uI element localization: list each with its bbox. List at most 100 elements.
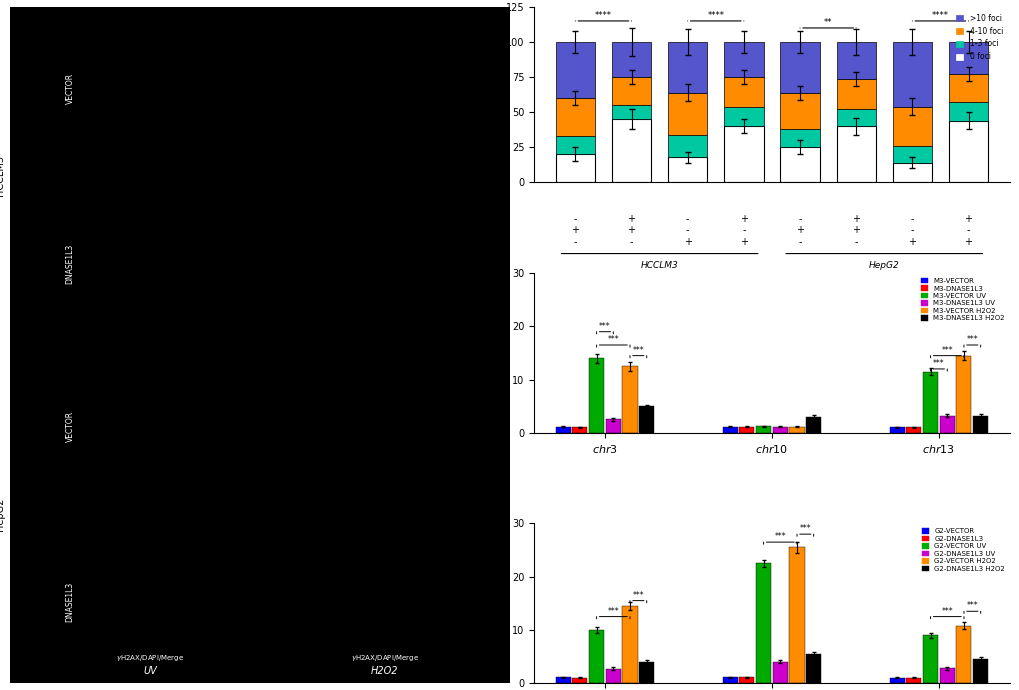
Legend: >10 foci, 4-10 foci, 1-3 foci, 0 foci: >10 foci, 4-10 foci, 1-3 foci, 0 foci (952, 11, 1005, 64)
Bar (906, 428, 920, 433)
Text: ***: *** (773, 532, 786, 541)
Text: ***: *** (607, 607, 619, 615)
Bar (780, 42, 819, 92)
Bar (589, 630, 603, 683)
Text: DNASE1L3: DNASE1L3 (65, 244, 74, 284)
Text: ****: **** (706, 11, 723, 20)
Bar (622, 606, 637, 683)
Text: VECTOR: VECTOR (65, 72, 74, 104)
Bar (836, 110, 875, 126)
Bar (722, 427, 737, 433)
Text: +: + (851, 214, 859, 224)
Bar (922, 372, 937, 433)
Bar (555, 42, 594, 98)
Text: D: D (463, 502, 477, 520)
Bar (723, 42, 763, 77)
Text: **: ** (823, 18, 832, 28)
Bar (555, 427, 571, 433)
Text: -: - (966, 226, 969, 235)
Bar (555, 678, 571, 683)
Legend: M3-VECTOR, M3-DNASE1L3, M3-VECTOR UV, M3-DNASE1L3 UV, M3-VECTOR H2O2, M3-DNASE1L: M3-VECTOR, M3-DNASE1L3, M3-VECTOR UV, M3… (919, 277, 1006, 323)
Bar (948, 102, 987, 121)
Text: $\it{\gamma}$H2AX/DAPI/Merge: $\it{\gamma}$H2AX/DAPI/Merge (351, 653, 419, 663)
Bar (780, 148, 819, 182)
Bar (555, 155, 594, 182)
Bar (622, 366, 637, 433)
Bar (611, 105, 650, 119)
Bar (805, 654, 820, 683)
Text: B: B (463, 0, 476, 3)
Bar (772, 662, 787, 683)
Bar (780, 92, 819, 129)
Bar (948, 75, 987, 102)
Text: -: - (910, 226, 913, 235)
Bar (922, 635, 937, 683)
Text: HCCLM3: HCCLM3 (0, 155, 5, 197)
Bar (555, 136, 594, 155)
Bar (723, 126, 763, 182)
Bar (605, 420, 621, 433)
Bar (572, 428, 587, 433)
Text: +: + (739, 214, 747, 224)
Bar (789, 547, 804, 683)
Bar (889, 428, 904, 433)
Text: HepG2: HepG2 (868, 261, 899, 270)
Bar (972, 659, 987, 683)
Bar (906, 678, 920, 683)
Text: HCCLM3: HCCLM3 (640, 261, 678, 270)
Bar (938, 668, 954, 683)
Text: +: + (627, 214, 635, 224)
Text: ***: *** (632, 591, 644, 600)
Bar (611, 119, 650, 182)
Bar (948, 121, 987, 182)
Y-axis label: Relative levels of
cytoplasmic nuclear DNA: Relative levels of cytoplasmic nuclear D… (489, 296, 508, 410)
Text: +: + (964, 237, 971, 247)
Bar (555, 98, 594, 136)
Text: +: + (571, 226, 579, 235)
Bar (667, 135, 706, 157)
Y-axis label: % DDR foci positive cells: % DDR foci positive cells (492, 34, 502, 155)
Bar (755, 426, 770, 433)
Bar (836, 42, 875, 79)
Bar (780, 129, 819, 148)
Y-axis label: Relative levels of
cytoplasmic nuclear DNA: Relative levels of cytoplasmic nuclear D… (489, 546, 508, 660)
Bar (755, 564, 770, 683)
Text: +: + (908, 237, 915, 247)
Bar (611, 77, 650, 105)
Text: +: + (851, 226, 859, 235)
Text: ****: **** (931, 11, 948, 20)
Bar (723, 77, 763, 107)
Bar (572, 678, 587, 683)
Text: UV: UV (143, 667, 157, 676)
Text: ***: *** (598, 322, 610, 331)
Text: ***: *** (932, 359, 944, 368)
Bar (789, 427, 804, 433)
Bar (892, 146, 931, 163)
Text: ***: *** (941, 346, 952, 355)
Legend: G2-VECTOR, G2-DNASE1L3, G2-VECTOR UV, G2-DNASE1L3 UV, G2-VECTOR H2O2, G2-DNASE1L: G2-VECTOR, G2-DNASE1L3, G2-VECTOR UV, G2… (919, 527, 1006, 573)
Text: -: - (573, 237, 577, 247)
Bar (639, 406, 653, 433)
Bar (805, 417, 820, 433)
Bar (972, 416, 987, 433)
Text: -: - (685, 226, 689, 235)
Text: -: - (685, 214, 689, 224)
Text: HepG2: HepG2 (0, 497, 5, 531)
Text: VECTOR: VECTOR (65, 411, 74, 442)
Bar (892, 163, 931, 182)
Bar (938, 416, 954, 433)
Text: ***: *** (632, 346, 644, 355)
Text: ***: *** (799, 524, 810, 533)
FancyBboxPatch shape (10, 7, 510, 683)
Text: ***: *** (966, 335, 977, 344)
Text: +: + (964, 214, 971, 224)
Text: ***: *** (966, 601, 977, 610)
Bar (836, 126, 875, 182)
Bar (889, 678, 904, 683)
Bar (723, 107, 763, 126)
Bar (892, 107, 931, 146)
Bar (956, 626, 970, 683)
Bar (667, 42, 706, 92)
Text: +: + (627, 226, 635, 235)
Text: -: - (854, 237, 857, 247)
